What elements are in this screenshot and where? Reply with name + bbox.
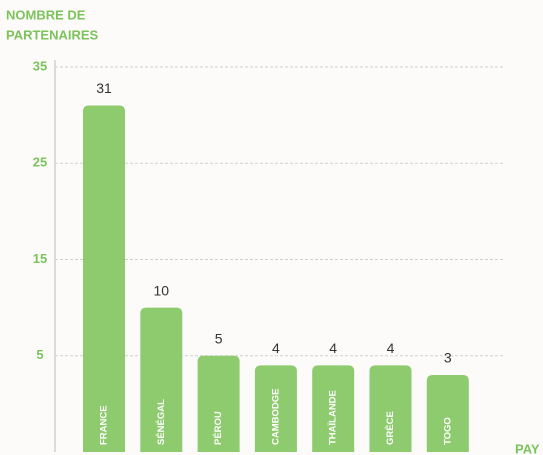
x-tick-label: PÉROU xyxy=(213,411,224,445)
y-axis-title: NOMBRE DE xyxy=(6,7,86,22)
value-label: 5 xyxy=(215,330,223,346)
y-tick-label: 5 xyxy=(36,347,43,362)
x-axis-title: PAY xyxy=(515,441,540,455)
x-tick-label: THAÏLANDE xyxy=(328,390,339,445)
y-tick-label: 35 xyxy=(33,58,47,73)
bar xyxy=(140,307,183,452)
value-label: 4 xyxy=(272,340,280,356)
y-tick-label: 25 xyxy=(33,155,47,170)
x-tick-label: SÉNÉGAL xyxy=(156,399,167,445)
bar xyxy=(426,375,469,452)
x-tick-label: FRANCE xyxy=(99,405,110,445)
x-tick-label: GRÈCE xyxy=(385,411,396,445)
value-label: 3 xyxy=(444,350,452,366)
x-tick-label: TOGO xyxy=(442,417,453,445)
value-label: 31 xyxy=(96,80,112,96)
value-label: 4 xyxy=(387,340,395,356)
bar xyxy=(197,355,240,452)
x-tick-label: CAMBODGE xyxy=(270,389,281,445)
value-label: 4 xyxy=(329,340,337,356)
y-tick-label: 15 xyxy=(33,251,47,266)
bar xyxy=(254,365,297,452)
value-label: 10 xyxy=(154,282,170,298)
y-axis-title: PARTENAIRES xyxy=(6,27,99,42)
bar xyxy=(83,105,125,452)
bar xyxy=(312,365,355,452)
bar xyxy=(369,365,412,452)
